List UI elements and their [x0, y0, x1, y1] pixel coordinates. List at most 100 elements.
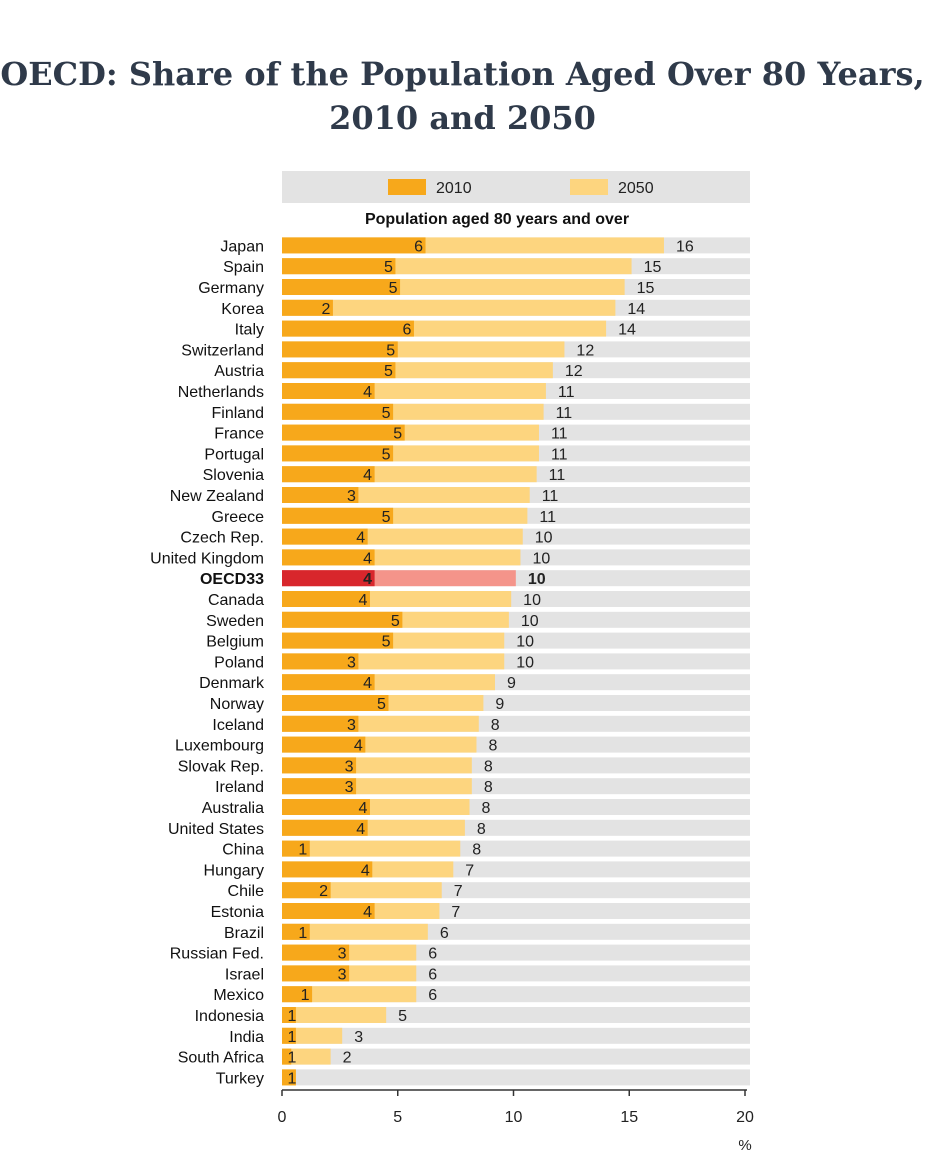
bar-2010-brazil — [282, 923, 310, 940]
bar-2010-canada — [282, 591, 370, 607]
bar-2010-poland — [282, 653, 359, 670]
value-label-2010-finland: 5 — [382, 405, 391, 422]
category-label-united-kingdom: United Kingdom — [150, 550, 264, 567]
value-label-2010-switzerland: 5 — [386, 342, 395, 359]
x-tick-label-15: 15 — [620, 1109, 638, 1126]
value-label-2010-iceland: 3 — [347, 717, 356, 734]
category-label-china: China — [222, 842, 264, 859]
value-label-2050-sweden: 10 — [521, 613, 539, 630]
value-label-2010-austria: 5 — [384, 363, 393, 380]
bar-2010-slovenia — [282, 466, 375, 483]
bar-2010-france — [282, 424, 405, 441]
category-label-poland: Poland — [214, 654, 264, 671]
value-label-2050-netherlands: 11 — [558, 384, 575, 401]
value-label-2010-netherlands: 4 — [363, 384, 372, 401]
category-label-oecd33: OECD33 — [200, 571, 264, 588]
value-label-2010-south-africa: 1 — [288, 1050, 297, 1067]
value-label-2010-korea: 2 — [321, 301, 330, 318]
category-label-brazil: Brazil — [224, 925, 264, 942]
category-label-portugal: Portugal — [204, 446, 264, 463]
value-label-2010-portugal: 5 — [382, 446, 391, 463]
value-label-2050-germany: 15 — [637, 280, 655, 297]
value-label-2050-indonesia: 5 — [398, 1008, 407, 1025]
bar-2010-austria — [282, 362, 396, 379]
category-label-israel: Israel — [225, 966, 264, 983]
value-label-2010-ireland: 3 — [345, 779, 354, 796]
value-label-2010-belgium: 5 — [382, 634, 391, 651]
category-label-india: India — [229, 1029, 264, 1046]
legend-label-2050: 2050 — [618, 180, 654, 197]
bar-2050-south-africa — [282, 1048, 331, 1065]
x-tick-label-20: 20 — [736, 1109, 754, 1126]
value-label-2010-chile: 2 — [319, 883, 328, 900]
x-tick-label-10: 10 — [505, 1109, 523, 1126]
category-label-hungary: Hungary — [204, 862, 264, 879]
value-label-2050-south-africa: 2 — [343, 1050, 352, 1067]
category-label-czech-rep: Czech Rep. — [180, 530, 264, 547]
value-label-2050-austria: 12 — [565, 363, 583, 380]
category-label-greece: Greece — [212, 509, 265, 526]
bar-2010-italy — [282, 320, 414, 337]
category-label-france: France — [214, 426, 264, 443]
category-label-mexico: Mexico — [213, 987, 264, 1004]
category-label-netherlands: Netherlands — [178, 384, 264, 401]
category-label-finland: Finland — [212, 405, 264, 422]
value-label-2010-united-kingdom: 4 — [363, 550, 372, 567]
value-label-2010-oecd33: 4 — [363, 571, 372, 588]
value-label-2050-luxembourg: 8 — [488, 738, 497, 755]
bar-2010-portugal — [282, 445, 394, 462]
value-label-2010-japan: 6 — [414, 238, 423, 255]
bar-2010-switzerland — [282, 341, 398, 358]
value-label-2010-estonia: 4 — [363, 904, 372, 921]
value-label-2050-slovenia: 11 — [549, 467, 566, 484]
value-label-2050-greece: 11 — [539, 509, 556, 526]
value-label-2010-czech-rep: 4 — [356, 530, 365, 547]
value-label-2050-canada: 10 — [523, 592, 541, 609]
category-label-switzerland: Switzerland — [181, 342, 264, 359]
value-label-2010-slovak-rep: 3 — [345, 758, 354, 775]
bar-2010-germany — [282, 279, 401, 295]
x-tick-label-0: 0 — [278, 1109, 287, 1126]
bar-2010-finland — [282, 403, 394, 420]
bar-2010-ireland — [282, 778, 357, 795]
value-label-2050-new-zealand: 11 — [542, 488, 559, 505]
x-tick-label-5: 5 — [393, 1109, 402, 1126]
bar-2010-united-kingdom — [282, 549, 375, 566]
value-label-2050-china: 8 — [472, 842, 481, 859]
value-label-2050-korea: 14 — [627, 301, 645, 318]
value-label-2050-france: 11 — [551, 426, 568, 443]
bar-2010-norway — [282, 695, 389, 711]
category-label-new-zealand: New Zealand — [170, 488, 264, 505]
bar-2050-india — [282, 1027, 343, 1044]
category-label-denmark: Denmark — [199, 675, 265, 692]
value-label-2010-italy: 6 — [403, 322, 412, 339]
category-label-austria: Austria — [214, 363, 264, 380]
value-label-2010-russian-fed: 3 — [338, 946, 347, 963]
bar-2010-luxembourg — [282, 736, 366, 753]
legend-background — [282, 171, 750, 203]
bar-2010-czech-rep — [282, 528, 368, 545]
bar-2010-spain — [282, 258, 396, 275]
value-label-2050-poland: 10 — [516, 654, 534, 671]
bar-2050-china — [282, 840, 461, 857]
value-label-2010-china: 1 — [298, 842, 307, 859]
value-label-2050-japan: 16 — [676, 238, 694, 255]
category-label-slovenia: Slovenia — [203, 467, 264, 484]
value-label-2010-poland: 3 — [347, 654, 356, 671]
legend-swatch-2010 — [388, 179, 426, 195]
category-label-belgium: Belgium — [206, 634, 264, 651]
value-label-2050-mexico: 6 — [428, 987, 437, 1004]
value-label-2010-hungary: 4 — [361, 862, 370, 879]
bar-2010-china — [282, 840, 310, 857]
title-line-1: OECD: Share of the Population Aged Over … — [0, 55, 925, 93]
category-label-japan: Japan — [220, 238, 264, 255]
value-label-2010-france: 5 — [393, 426, 402, 443]
chart-subtitle: Population aged 80 years and over — [365, 211, 629, 228]
value-label-2010-canada: 4 — [359, 592, 368, 609]
value-label-2050-united-states: 8 — [477, 821, 486, 838]
bar-2010-oecd33 — [282, 570, 375, 587]
row-background — [282, 1048, 750, 1065]
value-label-2010-united-states: 4 — [356, 821, 365, 838]
bar-2010-hungary — [282, 861, 373, 878]
